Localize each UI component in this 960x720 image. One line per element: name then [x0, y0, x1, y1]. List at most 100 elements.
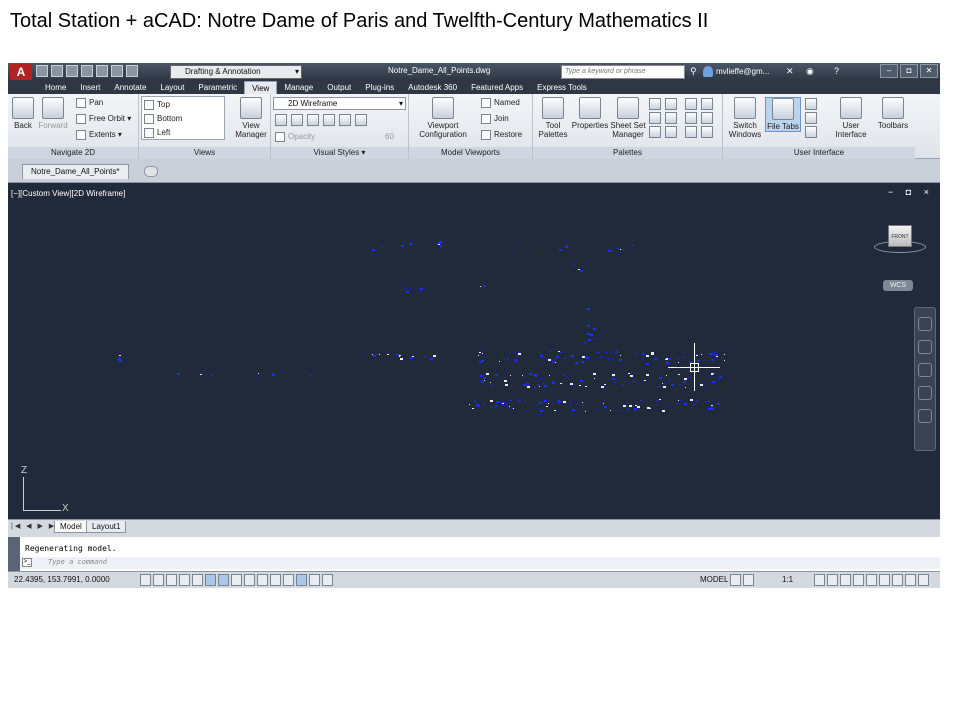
palette-a5-icon[interactable] — [649, 126, 661, 138]
selection-cycling-icon[interactable] — [309, 574, 320, 586]
back-button[interactable]: Back — [10, 97, 36, 130]
shade-icon[interactable] — [291, 114, 303, 126]
file-tabs-button[interactable]: File Tabs — [765, 97, 801, 132]
restore-viewports-button[interactable]: Restore — [481, 128, 522, 142]
drawing-area[interactable]: [−][Custom View][2D Wireframe] − ◘ × FRO… — [8, 183, 940, 519]
lightbulb-icon[interactable] — [892, 574, 903, 586]
user-icon[interactable] — [703, 66, 713, 77]
ducs-icon[interactable] — [244, 574, 255, 586]
tab-layout[interactable]: Layout — [160, 83, 185, 92]
orbit-nav-icon[interactable] — [918, 386, 932, 400]
view-top[interactable]: Top — [144, 98, 170, 112]
hardware-acceleration-icon[interactable] — [866, 574, 877, 586]
infer-constraints-icon[interactable] — [140, 574, 151, 586]
forward-button[interactable]: Forward — [36, 97, 70, 130]
tile-horizontal-icon[interactable] — [805, 98, 817, 110]
steering-wheel-icon[interactable] — [918, 317, 932, 331]
edge-icon[interactable] — [275, 114, 287, 126]
palette-a1-icon[interactable] — [649, 98, 661, 110]
pan-hand-icon[interactable] — [918, 340, 932, 354]
annotation-scale[interactable]: 1:1 — [782, 575, 794, 584]
lights-icon[interactable] — [307, 114, 319, 126]
new-drawing-tab[interactable] — [144, 166, 158, 177]
otrack-icon[interactable] — [231, 574, 242, 586]
transparency-icon[interactable] — [283, 574, 294, 586]
properties-button[interactable]: Properties — [571, 97, 609, 130]
grid-icon[interactable] — [166, 574, 177, 586]
free-orbit-button[interactable]: Free Orbit ▾ — [76, 112, 131, 126]
layout-navigation[interactable]: |◀ ◀ ▶ ▶| — [11, 523, 61, 530]
application-menu-button[interactable]: A — [10, 64, 32, 80]
palette-a4-icon[interactable] — [665, 112, 677, 124]
cursor-coordinates[interactable]: 22.4395, 153.7991, 0.0000 — [14, 575, 110, 584]
tab-featured-apps[interactable]: Featured Apps — [471, 83, 524, 92]
viewport-controls[interactable]: − ◘ × — [888, 187, 934, 197]
annotation-visibility-icon[interactable] — [814, 574, 825, 586]
switch-windows-button[interactable]: Switch Windows — [727, 97, 763, 139]
quick-view-layouts-icon[interactable] — [730, 574, 741, 586]
tab-express-tools[interactable]: Express Tools — [537, 83, 587, 92]
command-input[interactable]: >_ Type a command — [20, 557, 940, 569]
clean-screen-icon[interactable] — [918, 574, 929, 586]
quick-properties-icon[interactable] — [296, 574, 307, 586]
palette-b2-icon[interactable] — [701, 98, 713, 110]
user-interface-button[interactable]: User Interface — [833, 97, 869, 139]
polar-icon[interactable] — [192, 574, 203, 586]
palette-a6-icon[interactable] — [665, 126, 677, 138]
view-bottom[interactable]: Bottom — [144, 112, 182, 126]
restore-icon[interactable]: ◘ — [900, 64, 918, 78]
materials-icon[interactable] — [323, 114, 335, 126]
isolate-objects-icon[interactable] — [879, 574, 890, 586]
opacity-control[interactable]: Opacity — [275, 130, 315, 144]
viewcube-front-face[interactable]: FRONT — [888, 225, 912, 247]
osnap-icon[interactable] — [205, 574, 216, 586]
palette-b4-icon[interactable] — [701, 112, 713, 124]
palette-b3-icon[interactable] — [685, 112, 697, 124]
redo-icon[interactable] — [126, 65, 138, 77]
save-as-icon[interactable] — [81, 65, 93, 77]
palette-b6-icon[interactable] — [701, 126, 713, 138]
visual-style-dropdown[interactable]: 2D Wireframe — [273, 97, 406, 110]
command-line-handle[interactable] — [8, 537, 20, 571]
viewport-configuration-button[interactable]: Viewport Configuration — [415, 97, 471, 139]
tab-manage[interactable]: Manage — [284, 83, 314, 92]
undo-icon[interactable] — [111, 65, 123, 77]
workspace-dropdown[interactable]: Drafting & Annotation — [170, 65, 302, 79]
showmotion-icon[interactable] — [918, 409, 932, 423]
auto-scale-icon[interactable] — [827, 574, 838, 586]
lock-icon[interactable] — [853, 574, 864, 586]
cascade-icon[interactable] — [805, 126, 817, 138]
join-viewports-button[interactable]: Join — [481, 112, 509, 126]
annotation-monitor-icon[interactable] — [322, 574, 333, 586]
toolbars-button[interactable]: Toolbars — [873, 97, 913, 130]
user-sign-in[interactable]: mvlieffe@gm... — [716, 67, 770, 76]
pan-button[interactable]: Pan — [76, 96, 103, 110]
tab-annotate[interactable]: Annotate — [114, 83, 147, 92]
tab-home[interactable]: Home — [45, 83, 67, 92]
wcs-menu[interactable]: WCS — [883, 280, 913, 291]
status-menu-icon[interactable] — [905, 574, 916, 586]
palette-a2-icon[interactable] — [665, 98, 677, 110]
binoculars-icon[interactable]: ⚲ — [690, 66, 697, 76]
viewcube[interactable]: FRONT — [874, 217, 934, 257]
tool-palettes-button[interactable]: Tool Palettes — [535, 97, 571, 139]
print-icon[interactable] — [96, 65, 108, 77]
palette-b1-icon[interactable] — [685, 98, 697, 110]
sheet-set-manager-button[interactable]: Sheet Set Manager — [609, 97, 647, 139]
workspace-switch-icon[interactable] — [840, 574, 851, 586]
views-list[interactable]: Top Bottom Left — [141, 96, 225, 140]
model-space-toggle[interactable]: MODEL — [700, 575, 729, 584]
search-input[interactable]: Type a keyword or phrase — [561, 65, 685, 79]
quick-view-drawings-icon[interactable] — [743, 574, 754, 586]
ortho-icon[interactable] — [179, 574, 190, 586]
zoom-icon[interactable] — [918, 363, 932, 377]
palette-b5-icon[interactable] — [685, 126, 697, 138]
tab-plug-ins[interactable]: Plug-ins — [365, 83, 395, 92]
exchange-icon[interactable]: ✕ — [786, 66, 794, 76]
3d-osnap-icon[interactable] — [218, 574, 229, 586]
minimize-icon[interactable]: – — [880, 64, 898, 78]
tab-layout1[interactable]: Layout1 — [86, 521, 127, 533]
new-icon[interactable] — [36, 65, 48, 77]
save-icon[interactable] — [66, 65, 78, 77]
view-manager-button[interactable]: View Manager — [233, 97, 269, 139]
